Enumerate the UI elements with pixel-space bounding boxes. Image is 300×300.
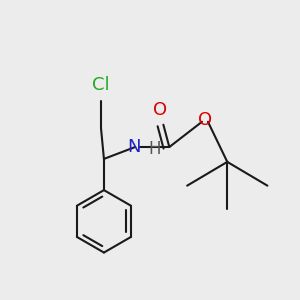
Text: Cl: Cl [92, 76, 110, 94]
Text: O: O [198, 111, 212, 129]
Text: N: N [127, 138, 140, 156]
Text: H: H [148, 140, 161, 158]
Text: O: O [153, 101, 167, 119]
